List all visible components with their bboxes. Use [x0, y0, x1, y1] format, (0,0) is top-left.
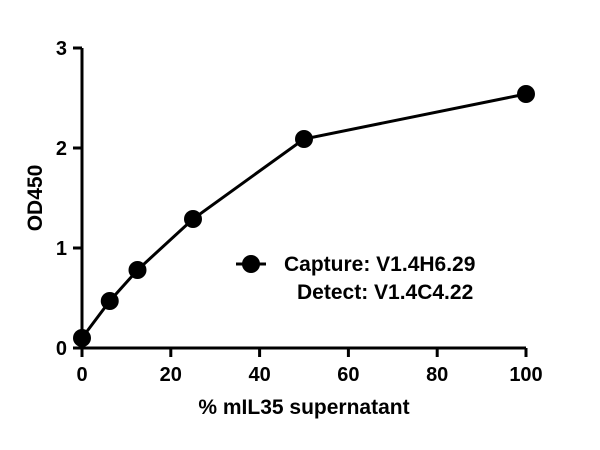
x-tick-label: 100: [509, 364, 542, 386]
x-tick-label: 20: [160, 364, 182, 386]
y-tick-label: 2: [56, 138, 67, 160]
series: [73, 85, 535, 347]
legend-label-capture: Capture: V1.4H6.29: [284, 253, 475, 276]
x-axis-title: % mIL35 supernatant: [198, 396, 409, 419]
legend-label-detect: Detect: V1.4C4.22: [297, 281, 473, 304]
data-point: [100, 292, 119, 310]
data-point: [128, 261, 147, 279]
axes: [80, 48, 526, 350]
data-point: [295, 130, 313, 148]
legend: Capture: V1.4H6.29 Detect: V1.4C4.22: [236, 253, 475, 304]
x-ticks: 0 20 40 60 80 100: [76, 348, 543, 386]
y-tick-label: 1: [56, 238, 67, 260]
y-axis-title: OD450: [24, 165, 47, 232]
x-tick-label: 60: [337, 364, 359, 386]
data-point: [73, 329, 91, 347]
x-tick-label: 40: [248, 364, 270, 386]
y-tick-label: 3: [56, 38, 67, 60]
data-point: [184, 210, 202, 228]
y-tick-label: 0: [56, 338, 67, 360]
y-ticks: 0 1 2 3: [56, 38, 82, 360]
data-point: [517, 85, 535, 103]
legend-point-marker: [242, 255, 260, 273]
x-tick-label: 80: [426, 364, 448, 386]
x-tick-label: 0: [76, 364, 87, 386]
